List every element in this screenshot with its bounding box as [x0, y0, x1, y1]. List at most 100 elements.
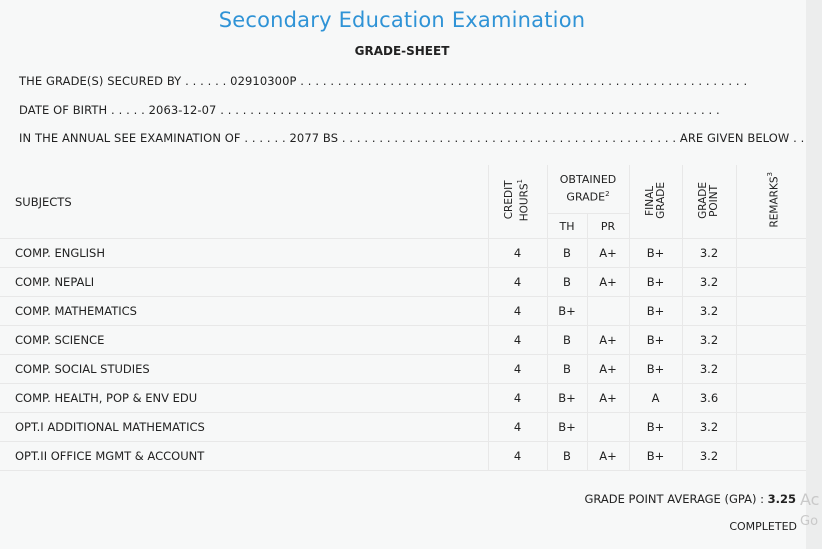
final-grade-cell: B+ — [629, 441, 683, 471]
header-obtained-line1: OBTAINED — [559, 173, 617, 187]
th-cell: B — [547, 238, 588, 268]
exam-year: 2077 BS — [289, 131, 339, 145]
dob-line: DATE OF BIRTH . . . . . 2063-12-07 . . .… — [19, 103, 720, 117]
pr-cell: A+ — [587, 441, 630, 471]
remarks-cell — [736, 325, 810, 355]
header-final-grade: FINAL GRADE — [629, 165, 683, 239]
table-row: COMP. ENGLISH 4 B A+ B+ 3.2 — [0, 238, 810, 268]
final-grade-cell: B+ — [629, 238, 683, 268]
header-pr: PR — [587, 213, 630, 239]
status-text: COMPLETED — [729, 520, 797, 533]
table-row: COMP. SOCIAL STUDIES 4 B A+ B+ 3.2 — [0, 354, 810, 384]
table-row: COMP. MATHEMATICS 4 B+ B+ 3.2 — [0, 296, 810, 326]
th-cell: B+ — [547, 383, 588, 413]
header-obtained-line2: GRADE — [566, 190, 606, 204]
remarks-cell — [736, 354, 810, 384]
subject-cell: COMP. NEPALI — [0, 267, 489, 297]
subject-cell: COMP. SOCIAL STUDIES — [0, 354, 489, 384]
credit-cell: 4 — [488, 296, 548, 326]
final-grade-cell: B+ — [629, 412, 683, 442]
header-gp-line2: POINT — [708, 184, 720, 216]
table-row: OPT.I ADDITIONAL MATHEMATICS 4 B+ B+ 3.2 — [0, 412, 810, 442]
credit-cell: 4 — [488, 267, 548, 297]
final-grade-cell: B+ — [629, 267, 683, 297]
dob-label: DATE OF BIRTH . . . . . — [19, 103, 145, 117]
header-final-line1: FINAL — [643, 184, 656, 216]
grade-point-cell: 3.2 — [682, 267, 737, 297]
th-cell: B — [547, 441, 588, 471]
secured-by-dots: . . . . . . . . . . . . . . . . . . . . … — [300, 74, 748, 88]
exam-label: IN THE ANNUAL SEE EXAMINATION OF . . . .… — [19, 131, 286, 145]
pr-cell: A+ — [587, 267, 630, 297]
credit-cell: 4 — [488, 441, 548, 471]
dob-value: 2063-12-07 — [148, 103, 217, 117]
remarks-cell — [736, 238, 810, 268]
table-row: COMP. HEALTH, POP & ENV EDU 4 B+ A+ A 3.… — [0, 383, 810, 413]
grade-point-cell: 3.2 — [682, 441, 737, 471]
pr-cell — [587, 412, 630, 442]
subject-cell: COMP. HEALTH, POP & ENV EDU — [0, 383, 489, 413]
header-remarks: REMARKS3 — [736, 165, 810, 239]
remarks-footnote: 3 — [765, 172, 774, 177]
header-credit-line1: CREDIT — [503, 180, 516, 220]
obtained-footnote: 2 — [605, 190, 610, 199]
grade-point-cell: 3.6 — [682, 383, 737, 413]
grade-point-cell: 3.2 — [682, 325, 737, 355]
grade-point-cell: 3.2 — [682, 238, 737, 268]
grade-point-cell: 3.2 — [682, 354, 737, 384]
remarks-cell — [736, 296, 810, 326]
table-row: COMP. NEPALI 4 B A+ B+ 3.2 — [0, 267, 810, 297]
th-cell: B — [547, 354, 588, 384]
pr-cell — [587, 296, 630, 326]
remarks-cell — [736, 267, 810, 297]
subject-cell: OPT.II OFFICE MGMT & ACCOUNT — [0, 441, 489, 471]
grades-table: SUBJECTS CREDIT HOURS1 OBTAINED GRADE2 FIN… — [0, 165, 810, 471]
grade-point-cell: 3.2 — [682, 412, 737, 442]
exam-dots: . . . . . . . . . . . . . . . . . . . . … — [341, 131, 812, 145]
credit-footnote: 1 — [516, 178, 525, 184]
header-subjects: SUBJECTS — [0, 165, 489, 239]
gpa-summary: GRADE POINT AVERAGE (GPA) : 3.25 — [584, 492, 796, 506]
header-grade-point: GRADE POINT — [682, 165, 737, 239]
secured-by-line: THE GRADE(S) SECURED BY . . . . . . 0291… — [19, 74, 747, 88]
th-cell: B — [547, 267, 588, 297]
credit-cell: 4 — [488, 354, 548, 384]
header-remarks-text: REMARKS — [768, 176, 781, 228]
final-grade-cell: B+ — [629, 325, 683, 355]
table-row: COMP. SCIENCE 4 B A+ B+ 3.2 — [0, 325, 810, 355]
activation-watermark-line1: Ac — [800, 490, 820, 509]
subject-cell: OPT.I ADDITIONAL MATHEMATICS — [0, 412, 489, 442]
header-final-line2: GRADE — [654, 181, 667, 219]
final-grade-cell: B+ — [629, 354, 683, 384]
grade-sheet-heading: GRADE-SHEET — [354, 44, 450, 58]
credit-cell: 4 — [488, 383, 548, 413]
subject-cell: COMP. ENGLISH — [0, 238, 489, 268]
credit-cell: 4 — [488, 325, 548, 355]
th-cell: B+ — [547, 412, 588, 442]
grade-point-cell: 3.2 — [682, 296, 737, 326]
header-credit-line2: HOURS — [518, 183, 531, 222]
symbol-number: 02910300P — [230, 74, 297, 88]
secured-by-label: THE GRADE(S) SECURED BY . . . . . . — [19, 74, 227, 88]
subject-cell: COMP. SCIENCE — [0, 325, 489, 355]
pr-cell: A+ — [587, 238, 630, 268]
exam-line: IN THE ANNUAL SEE EXAMINATION OF . . . .… — [19, 131, 812, 145]
credit-cell: 4 — [488, 412, 548, 442]
final-grade-cell: A — [629, 383, 683, 413]
subject-cell: COMP. MATHEMATICS — [0, 296, 489, 326]
table-row: OPT.II OFFICE MGMT & ACCOUNT 4 B A+ B+ 3… — [0, 441, 810, 471]
pr-cell: A+ — [587, 325, 630, 355]
th-cell: B+ — [547, 296, 588, 326]
pr-cell: A+ — [587, 354, 630, 384]
th-cell: B — [547, 325, 588, 355]
credit-cell: 4 — [488, 238, 548, 268]
header-credit-hours: CREDIT HOURS1 — [488, 165, 548, 239]
remarks-cell — [736, 441, 810, 471]
gpa-label: GRADE POINT AVERAGE (GPA) : — [584, 492, 764, 506]
header-th: TH — [547, 213, 588, 239]
pr-cell: A+ — [587, 383, 630, 413]
header-obtained-grade: OBTAINED GRADE2 — [547, 165, 630, 214]
activation-watermark-line2: Go — [800, 514, 819, 529]
final-grade-cell: B+ — [629, 296, 683, 326]
remarks-cell — [736, 412, 810, 442]
